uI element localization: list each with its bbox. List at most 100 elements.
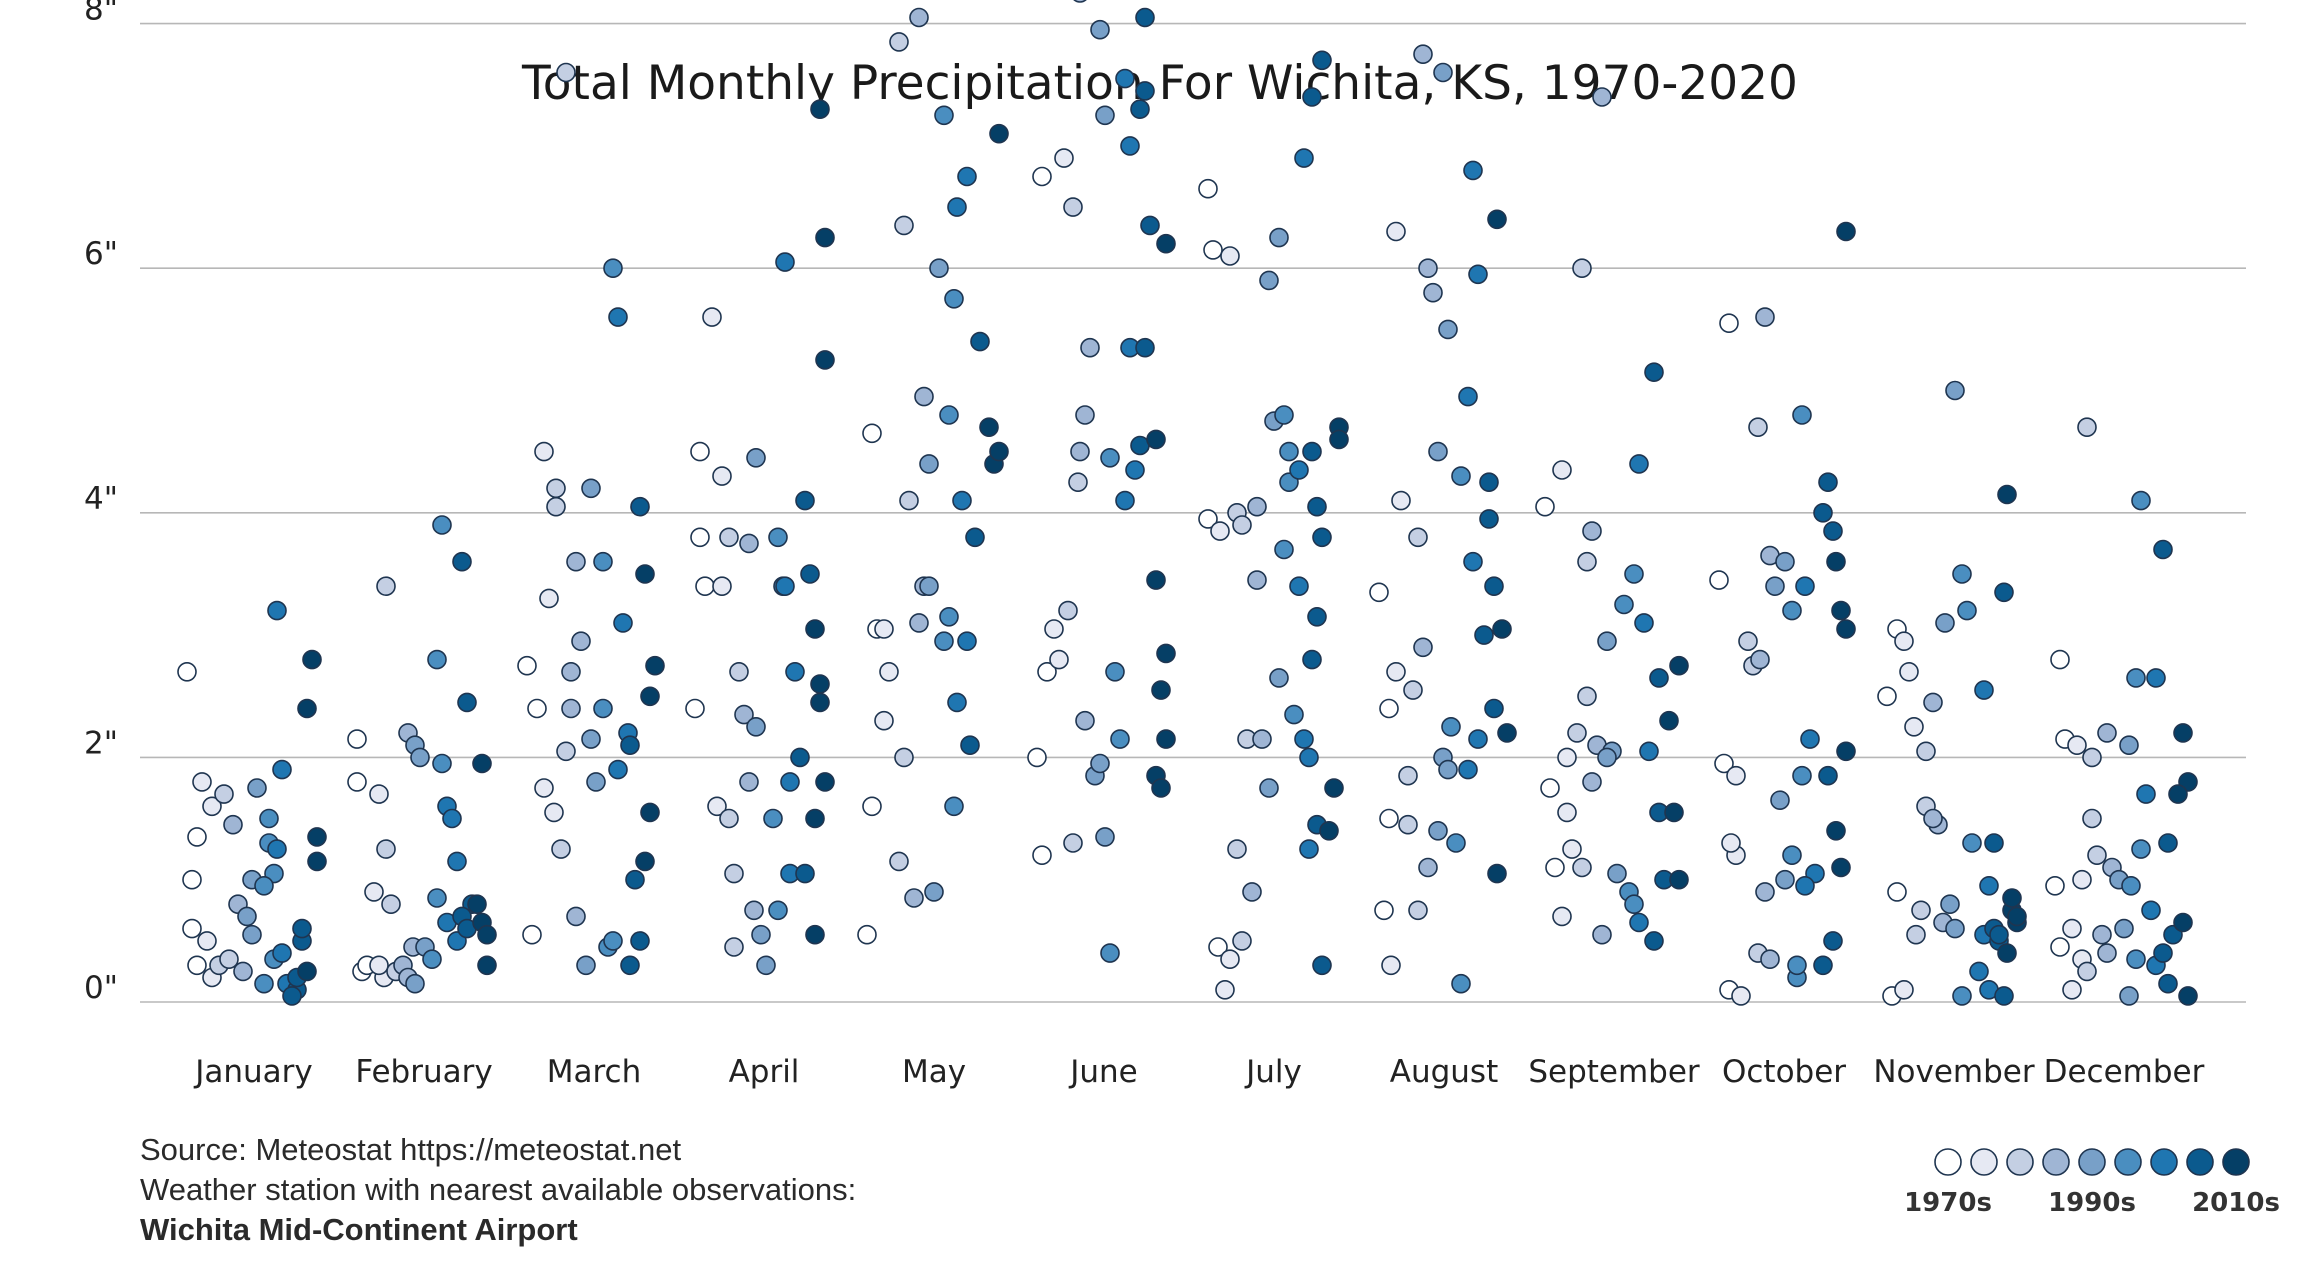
data-point — [1906, 924, 1926, 945]
data-point — [805, 808, 825, 829]
legend-swatch — [1934, 1148, 1962, 1176]
data-point — [1391, 490, 1411, 511]
data-point — [302, 649, 322, 670]
data-point — [534, 778, 554, 798]
data-point — [1458, 759, 1478, 780]
data-point — [1592, 924, 1612, 945]
data-point — [192, 772, 212, 792]
data-point — [1232, 515, 1252, 535]
data-point — [756, 955, 776, 976]
data-point — [1146, 570, 1166, 590]
data-point — [1945, 380, 1965, 401]
data-point — [1135, 7, 1155, 28]
data-point — [1130, 99, 1150, 119]
data-point — [1438, 759, 1458, 780]
data-point — [1463, 160, 1483, 181]
data-point — [1080, 337, 1100, 358]
data-point — [1823, 521, 1843, 541]
data-point — [1669, 655, 1689, 676]
data-point — [254, 875, 274, 896]
data-point — [625, 869, 645, 890]
data-point — [904, 888, 924, 908]
data-point — [965, 527, 985, 548]
data-point — [1247, 570, 1267, 590]
data-point — [447, 851, 467, 872]
data-point — [2072, 869, 2092, 890]
data-point — [608, 307, 628, 327]
data-point — [862, 796, 882, 817]
data-point — [467, 894, 487, 915]
data-point — [1935, 613, 1955, 633]
data-point — [2002, 888, 2022, 908]
data-point — [1916, 741, 1936, 762]
data-point — [815, 772, 835, 792]
data-point — [1484, 576, 1504, 597]
data-point — [233, 961, 253, 982]
data-point — [1572, 258, 1592, 279]
data-point — [775, 576, 795, 597]
data-point — [1899, 661, 1919, 682]
data-point — [768, 527, 788, 548]
data-point — [1664, 802, 1684, 823]
data-point — [1374, 900, 1394, 921]
decade-legend: 1970s 1990s 2010s — [1904, 1148, 2280, 1218]
data-point — [1957, 600, 1977, 621]
data-point — [1962, 833, 1982, 853]
data-point — [2077, 961, 2097, 982]
data-point — [1945, 918, 1965, 939]
data-point — [1567, 723, 1587, 743]
data-point — [593, 551, 613, 572]
data-point — [1302, 441, 1322, 462]
data-point — [1795, 875, 1815, 896]
data-point — [1984, 833, 2004, 853]
data-point — [1100, 447, 1120, 468]
data-point — [1324, 778, 1344, 798]
data-point — [695, 576, 715, 597]
data-point — [857, 924, 877, 945]
data-point — [254, 973, 274, 994]
data-point — [775, 252, 795, 272]
data-point — [223, 814, 243, 835]
x-tick-label: January — [193, 1054, 313, 1090]
data-point — [1479, 472, 1499, 493]
data-point — [1312, 50, 1332, 71]
data-point — [581, 729, 601, 749]
data-point — [576, 955, 596, 976]
data-point — [1831, 857, 1851, 878]
data-point — [1115, 490, 1135, 511]
data-point — [1110, 729, 1130, 749]
x-tick-label: February — [355, 1054, 492, 1090]
data-point — [1484, 698, 1504, 719]
data-point — [1887, 882, 1907, 902]
data-point — [1135, 81, 1155, 101]
data-point — [1577, 686, 1597, 707]
data-point — [1413, 44, 1433, 65]
data-point — [2146, 668, 2166, 688]
data-point — [1227, 839, 1247, 859]
data-point — [1624, 894, 1644, 915]
data-point — [1100, 943, 1120, 963]
data-point — [790, 747, 810, 768]
data-point — [182, 869, 202, 890]
data-point — [177, 661, 197, 682]
data-point — [1750, 649, 1770, 670]
data-point — [947, 692, 967, 713]
data-point — [2045, 875, 2065, 896]
data-point — [1792, 765, 1812, 786]
data-point — [2097, 723, 2117, 743]
x-tick-label: April — [729, 1054, 800, 1090]
data-point — [894, 215, 914, 236]
data-point — [1813, 955, 1833, 976]
data-points — [177, 0, 2198, 1006]
data-point — [780, 772, 800, 792]
data-point — [1446, 833, 1466, 853]
data-point — [1894, 631, 1914, 652]
data-point — [1146, 429, 1166, 450]
data-point — [347, 772, 367, 792]
data-point — [1451, 466, 1471, 486]
data-point — [1497, 723, 1517, 743]
data-point — [1552, 906, 1572, 927]
data-point — [1719, 313, 1739, 334]
data-point — [292, 918, 312, 939]
